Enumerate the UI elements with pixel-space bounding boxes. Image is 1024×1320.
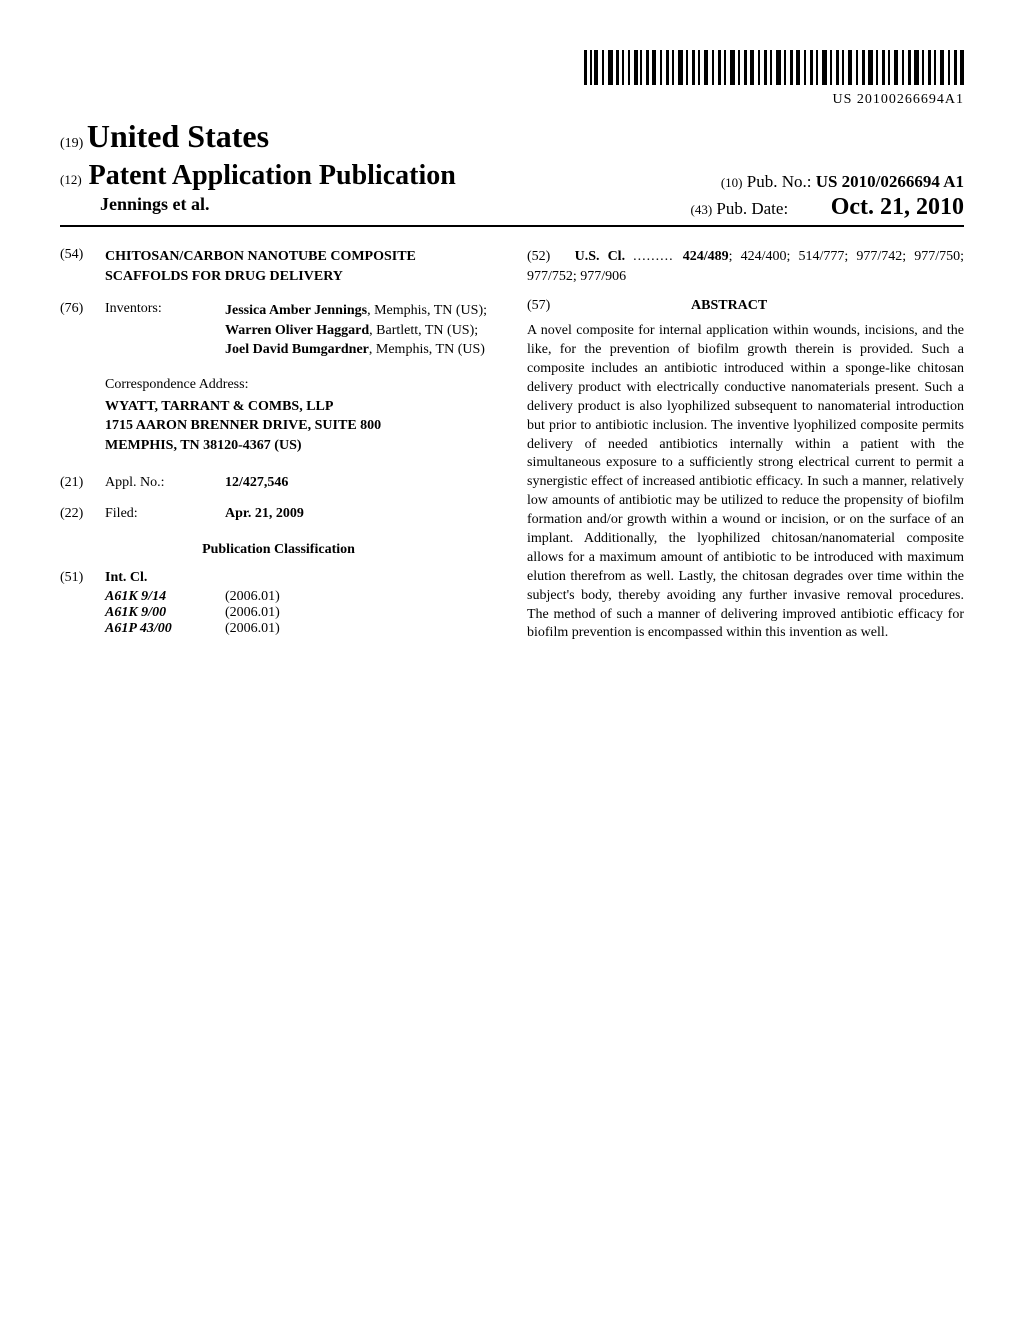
abstract-num: (57) (527, 298, 550, 313)
correspondence-line2: 1715 AARON BRENNER DRIVE, SUITE 800 (105, 416, 497, 436)
title-num: (54) (60, 247, 105, 263)
invention-title: CHITOSAN/CARBON NANOTUBE COMPOSITE SCAFF… (105, 247, 497, 286)
header-row: (19) United States (60, 118, 964, 155)
inventor-loc-1: , Memphis, TN (US); (367, 303, 487, 318)
inventors-num: (76) (60, 301, 105, 317)
inventor-name-1: Jessica Amber Jennings (225, 303, 367, 318)
inventor-loc-2: , Bartlett, TN (US); (369, 323, 478, 338)
jurisdiction-prefix: (19) (60, 136, 83, 151)
appl-num: (21) (60, 475, 105, 491)
correspondence-line3: MEMPHIS, TN 38120-4367 (US) (105, 436, 497, 456)
jurisdiction-name: United States (87, 118, 269, 154)
int-cl-code: A61K 9/00 (105, 605, 225, 621)
publication-type-row: (12) Patent Application Publication (10)… (60, 160, 964, 192)
publication-type: (12) Patent Application Publication (60, 160, 456, 192)
filed-value: Apr. 21, 2009 (225, 506, 497, 522)
correspondence-section: Correspondence Address: WYATT, TARRANT &… (105, 375, 497, 455)
inventor-name-2: Warren Oliver Haggard (225, 323, 369, 338)
abstract-heading: ABSTRACT (554, 298, 904, 314)
right-column: (52) U.S. Cl. ......... 424/489; 424/400… (527, 247, 964, 643)
int-cl-year: (2006.01) (225, 621, 280, 637)
title-section: (54) CHITOSAN/CARBON NANOTUBE COMPOSITE … (60, 247, 497, 286)
us-cl-first: 424/489 (683, 249, 729, 264)
pub-no-value: US 2010/0266694 A1 (816, 172, 964, 191)
correspondence-line1: WYATT, TARRANT & COMBS, LLP (105, 397, 497, 417)
int-cl-row: A61K 9/14 (2006.01) (105, 589, 497, 605)
us-cl-label: U.S. Cl. (575, 249, 625, 264)
filed-section: (22) Filed: Apr. 21, 2009 (60, 506, 497, 522)
abstract-text: A novel composite for internal applicati… (527, 322, 964, 643)
inventors-label: Inventors: (105, 301, 225, 317)
jurisdiction-line: (19) United States (60, 118, 269, 155)
pub-date-label: Pub. Date: (716, 199, 788, 218)
abstract-heading-row: (57) ABSTRACT (527, 296, 964, 322)
barcode-image (584, 50, 964, 90)
int-cl-row: A61P 43/00 (2006.01) (105, 621, 497, 637)
barcode-number: US 20100266694A1 (60, 92, 964, 108)
inventor-loc-3: , Memphis, TN (US) (369, 342, 485, 357)
inventor-name-3: Joel David Bumgardner (225, 342, 369, 357)
inventors-section: (76) Inventors: Jessica Amber Jennings, … (60, 301, 497, 360)
int-cl-section: (51) Int. Cl. (60, 570, 497, 586)
int-cl-label: Int. Cl. (105, 570, 147, 586)
authors-names: Jennings et al. (100, 194, 210, 221)
abstract-section: (57) ABSTRACT A novel composite for inte… (527, 296, 964, 643)
pub-no-label: Pub. No.: (747, 172, 812, 191)
pub-date-value: Oct. 21, 2010 (831, 194, 964, 220)
int-cl-row: A61K 9/00 (2006.01) (105, 605, 497, 621)
authors-row: Jennings et al. (43) Pub. Date: Oct. 21,… (60, 194, 964, 221)
int-cl-code: A61K 9/14 (105, 589, 225, 605)
int-cl-year: (2006.01) (225, 605, 280, 621)
int-cl-year: (2006.01) (225, 589, 280, 605)
correspondence-label: Correspondence Address: (105, 375, 497, 395)
int-cl-code: A61P 43/00 (105, 621, 225, 637)
pub-classification-heading: Publication Classification (60, 542, 497, 558)
pub-no-prefix: (10) (721, 175, 743, 190)
publication-date: (43) Pub. Date: Oct. 21, 2010 (690, 194, 964, 221)
header-divider (60, 225, 964, 227)
us-cl-section: (52) U.S. Cl. ......... 424/489; 424/400… (527, 247, 964, 286)
filed-num: (22) (60, 506, 105, 522)
appl-label: Appl. No.: (105, 475, 225, 491)
us-cl-num: (52) (527, 249, 550, 264)
publication-number: (10) Pub. No.: US 2010/0266694 A1 (721, 172, 964, 192)
pub-type-text: Patent Application Publication (89, 160, 456, 191)
appl-no-section: (21) Appl. No.: 12/427,546 (60, 475, 497, 491)
int-cl-list: A61K 9/14 (2006.01) A61K 9/00 (2006.01) … (105, 589, 497, 637)
inventors-list: Jessica Amber Jennings, Memphis, TN (US)… (225, 301, 497, 360)
filed-label: Filed: (105, 506, 225, 522)
pub-type-prefix: (12) (60, 172, 82, 187)
left-column: (54) CHITOSAN/CARBON NANOTUBE COMPOSITE … (60, 247, 497, 643)
appl-value: 12/427,546 (225, 475, 497, 491)
content-columns: (54) CHITOSAN/CARBON NANOTUBE COMPOSITE … (60, 247, 964, 643)
pub-date-prefix: (43) (690, 202, 712, 217)
int-cl-num: (51) (60, 570, 105, 586)
us-cl-dots: ......... (633, 249, 683, 264)
barcode-section: US 20100266694A1 (60, 50, 964, 108)
